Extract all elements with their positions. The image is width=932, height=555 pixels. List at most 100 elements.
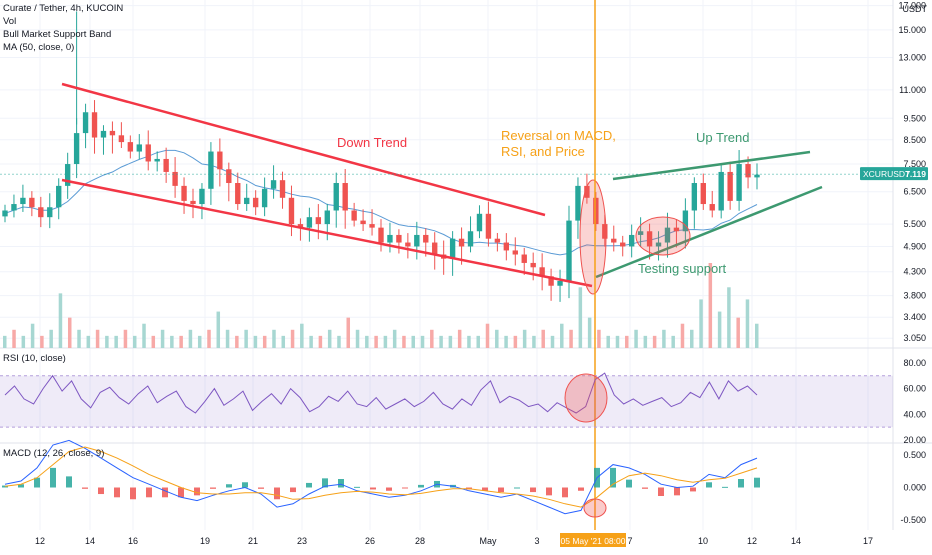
volume-bar bbox=[745, 299, 750, 348]
candle-down bbox=[700, 183, 706, 205]
volume-bar bbox=[49, 329, 53, 348]
annotation-testing-support: Testing support bbox=[638, 261, 727, 276]
candle-up bbox=[754, 174, 760, 178]
time-tick: 28 bbox=[415, 536, 425, 546]
volume-bar bbox=[40, 335, 44, 348]
volume-bar bbox=[411, 335, 415, 348]
candle-down bbox=[539, 267, 545, 277]
volume-bar bbox=[197, 335, 202, 348]
annotations: Down Trend Reversal on MACD,RSI, and Pric… bbox=[337, 128, 749, 276]
candle-down bbox=[548, 276, 554, 286]
candle-up bbox=[11, 204, 17, 211]
volume-bar bbox=[532, 335, 536, 348]
volume-bar bbox=[727, 287, 731, 348]
macd-histogram-bar bbox=[738, 479, 744, 488]
macd-histogram-bar bbox=[290, 487, 296, 493]
macd-histogram-bar bbox=[354, 486, 360, 488]
macd-histogram-bar bbox=[690, 487, 696, 492]
volume-bar bbox=[430, 329, 434, 348]
volume-bar bbox=[170, 335, 174, 348]
candle-up bbox=[655, 242, 662, 247]
volume-bar bbox=[95, 329, 100, 348]
macd-histogram-bar bbox=[258, 487, 264, 489]
volume-bar bbox=[105, 335, 109, 348]
candle-up bbox=[628, 234, 635, 247]
volume-bar bbox=[67, 317, 72, 348]
candle-down bbox=[145, 144, 151, 162]
candle-up bbox=[270, 180, 277, 189]
candle-up bbox=[449, 238, 456, 259]
volume-bar bbox=[485, 323, 490, 348]
price-tick: 4.900 bbox=[903, 241, 926, 251]
macd-histogram-bar bbox=[386, 487, 392, 491]
volume-bar bbox=[606, 335, 610, 348]
candle-down bbox=[593, 197, 599, 225]
volume-bar bbox=[680, 323, 685, 348]
candle-down bbox=[396, 234, 402, 243]
volume-bar bbox=[207, 329, 211, 348]
support-highlight bbox=[635, 216, 691, 256]
macd-histogram-bar bbox=[754, 477, 760, 488]
candle-up bbox=[261, 188, 268, 208]
macd-histogram-bar bbox=[226, 484, 232, 488]
candle-up bbox=[56, 185, 62, 208]
time-tick: 17 bbox=[863, 536, 873, 546]
macd-histogram-bar bbox=[626, 479, 632, 488]
volume-bar bbox=[392, 329, 397, 348]
annotation-down-trend: Down Trend bbox=[337, 135, 407, 150]
time-tick: 23 bbox=[297, 536, 307, 546]
candle-down bbox=[288, 197, 295, 225]
volume-bar bbox=[300, 323, 304, 348]
candle-down bbox=[190, 200, 196, 205]
volume-bar bbox=[652, 335, 657, 348]
macd-panel bbox=[2, 439, 760, 518]
macd-histogram-bar bbox=[274, 487, 280, 500]
price-tick: 7.500 bbox=[903, 159, 926, 169]
candle-up bbox=[557, 280, 563, 286]
macd-histogram-bar bbox=[242, 482, 248, 488]
candle-down bbox=[673, 227, 680, 232]
candle-down bbox=[252, 197, 259, 208]
rsi-tick: 20.00 bbox=[903, 435, 926, 445]
candle-down bbox=[217, 151, 223, 170]
volume-bar bbox=[671, 335, 675, 348]
volume-bar bbox=[717, 311, 722, 348]
current-price-tag bbox=[860, 167, 928, 181]
trend-lines[interactable] bbox=[0, 0, 893, 530]
candle-up bbox=[664, 227, 671, 243]
macd-histogram-bar bbox=[642, 487, 648, 489]
volume-bar bbox=[634, 329, 638, 348]
macd-histogram-bar bbox=[50, 467, 56, 488]
macd-histogram-bar bbox=[338, 479, 344, 488]
macd-histogram-bar bbox=[418, 484, 424, 488]
macd-signal-line bbox=[4, 446, 758, 508]
volume-bar bbox=[495, 329, 499, 348]
candle-up bbox=[637, 231, 644, 235]
volume-bar bbox=[225, 329, 230, 348]
candle-up bbox=[82, 112, 89, 134]
macd-tick: 0.500 bbox=[903, 450, 926, 460]
candle-down bbox=[226, 169, 232, 184]
volume-bar bbox=[216, 311, 221, 348]
cursor-time-label: 05 May '21 08:00 bbox=[561, 536, 626, 546]
legend-vol: Vol bbox=[3, 16, 17, 27]
volume-bar bbox=[457, 329, 462, 348]
volume-bar bbox=[615, 335, 620, 348]
candle-up bbox=[718, 171, 724, 211]
macd-tick: 0.000 bbox=[903, 483, 926, 493]
volume-bar bbox=[476, 335, 480, 348]
candle-down bbox=[360, 220, 366, 225]
candle-up bbox=[136, 144, 142, 152]
volume-bar bbox=[188, 329, 193, 348]
rsi-tick: 80.00 bbox=[903, 358, 926, 368]
candle-up bbox=[64, 164, 71, 186]
price-tick: 13.000 bbox=[898, 53, 926, 63]
macd-histogram-bar bbox=[130, 487, 136, 500]
rsi-tick: 60.00 bbox=[903, 384, 926, 394]
candle-down bbox=[29, 197, 35, 208]
volume-bar bbox=[578, 287, 583, 348]
volume-bar bbox=[560, 323, 564, 348]
